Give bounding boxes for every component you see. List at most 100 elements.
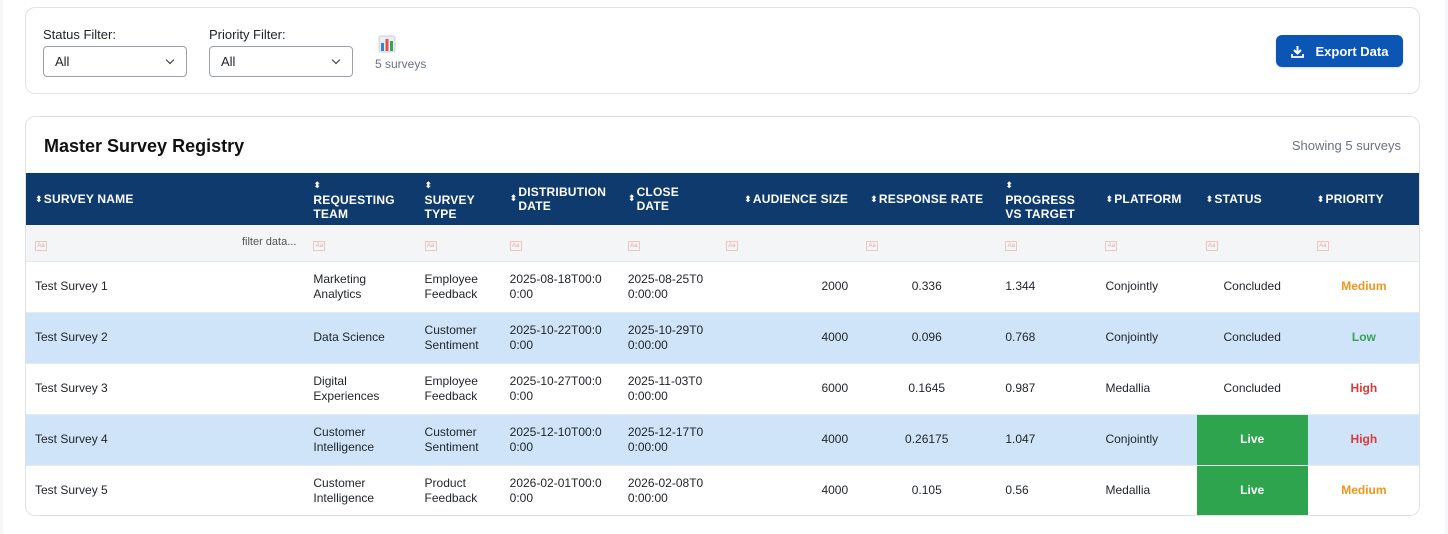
column-filter-distribution-date[interactable]: Aa	[500, 225, 619, 262]
cell-requesting-team: Customer Intelligence	[304, 465, 416, 515]
col-header-progress-vs-target[interactable]: ⬍PROGRESS VS TARGET	[996, 173, 1097, 225]
export-data-label: Export Data	[1315, 43, 1389, 59]
sort-icon: ⬍	[1205, 193, 1214, 204]
cell-response-rate: 0.1645	[857, 363, 997, 415]
column-filter-progress[interactable]: Aa	[996, 225, 1097, 262]
sort-icon: ⬍	[744, 193, 752, 204]
table-row[interactable]: Test Survey 5 Customer Intelligence Prod…	[26, 465, 1419, 515]
filter-card: Status Filter: All Priority Filter: All …	[25, 7, 1420, 94]
col-header-requesting-team[interactable]: ⬍REQUESTING TEAM	[304, 173, 416, 225]
table-row[interactable]: Test Survey 1 Marketing Analytics Employ…	[26, 261, 1419, 313]
cell-response-rate: 0.336	[857, 261, 997, 313]
table-row[interactable]: Test Survey 3 Digital Experiences Employ…	[26, 363, 1419, 415]
cell-status: Concluded	[1196, 261, 1308, 313]
text-filter-icon: Aa	[1316, 240, 1329, 251]
text-filter-icon: Aa	[1005, 240, 1018, 251]
priority-filter-value: All	[221, 54, 236, 69]
cell-response-rate: 0.096	[857, 312, 997, 364]
survey-count: 5 surveys	[375, 35, 435, 71]
cell-platform: Conjointly	[1096, 414, 1197, 466]
cell-priority: High	[1307, 363, 1419, 415]
cell-platform: Medallia	[1096, 465, 1197, 515]
cell-close-date: 2025-11-03T00:00:00	[618, 363, 717, 415]
cell-priority: Low	[1307, 312, 1419, 364]
cell-requesting-team: Customer Intelligence	[304, 414, 416, 466]
cell-survey-type: Employee Feedback	[415, 261, 501, 313]
cell-priority: Medium	[1307, 465, 1419, 515]
cell-audience-size: 2000	[716, 261, 858, 313]
cell-survey-name: Test Survey 3	[26, 363, 305, 415]
cell-audience-size: 6000	[716, 363, 858, 415]
cell-survey-type: Customer Sentiment	[415, 414, 501, 466]
cell-distribution-date: 2025-10-27T00:00:00	[500, 363, 619, 415]
priority-filter-group: Priority Filter: All	[209, 27, 353, 77]
sort-icon: ⬍	[35, 193, 43, 204]
cell-status: Concluded	[1196, 312, 1308, 364]
cell-survey-name: Test Survey 2	[26, 312, 305, 364]
cell-requesting-team: Data Science	[304, 312, 416, 364]
column-filter-priority[interactable]: Aa	[1307, 225, 1419, 262]
column-filter-response-rate[interactable]: Aa	[857, 225, 997, 262]
export-data-button[interactable]: Export Data	[1276, 35, 1403, 67]
col-header-priority[interactable]: ⬍PRIORITY	[1307, 173, 1419, 225]
column-filter-audience-size[interactable]: Aa	[716, 225, 858, 262]
sort-icon: ⬍	[424, 179, 433, 190]
showing-count: Showing 5 surveys	[1291, 138, 1401, 153]
col-header-close-date[interactable]: ⬍CLOSE DATE	[618, 173, 717, 225]
cell-distribution-date: 2026-02-01T00:00:00	[500, 465, 619, 515]
cell-priority: High	[1307, 414, 1419, 466]
col-header-response-rate[interactable]: ⬍RESPONSE RATE	[857, 173, 997, 225]
cell-platform: Conjointly	[1096, 261, 1197, 313]
cell-status: Live	[1196, 465, 1308, 515]
filter-placeholder: filter data...	[241, 236, 297, 248]
column-filter-survey-type[interactable]: Aa	[415, 225, 501, 262]
column-filter-close-date[interactable]: Aa	[618, 225, 717, 262]
cell-survey-type: Customer Sentiment	[415, 312, 501, 364]
text-filter-icon: Aa	[627, 240, 640, 251]
cell-requesting-team: Digital Experiences	[304, 363, 416, 415]
cell-status: Concluded	[1196, 363, 1308, 415]
text-filter-icon: Aa	[725, 240, 738, 251]
column-filter-requesting-team[interactable]: Aa	[304, 225, 416, 262]
text-filter-icon: Aa	[35, 240, 47, 251]
column-filter-status[interactable]: Aa	[1196, 225, 1308, 262]
sort-icon: ⬍	[313, 179, 322, 190]
text-filter-icon: Aa	[424, 240, 437, 251]
table-row[interactable]: Test Survey 4 Customer Intelligence Cust…	[26, 414, 1419, 466]
table-row[interactable]: Test Survey 2 Data Science Customer Sent…	[26, 312, 1419, 364]
survey-table: ⬍SURVEY NAME ⬍REQUESTING TEAM ⬍SURVEY TY…	[26, 173, 1419, 515]
bar-chart-icon	[378, 35, 396, 53]
cell-progress: 0.56	[996, 465, 1097, 515]
cell-audience-size: 4000	[716, 312, 858, 364]
registry-title: Master Survey Registry	[44, 136, 245, 156]
cell-progress: 0.768	[996, 312, 1097, 364]
sort-icon: ⬍	[627, 193, 636, 204]
col-header-audience-size[interactable]: ⬍AUDIENCE SIZE	[716, 173, 858, 225]
column-filter-survey-name[interactable]: Aa filter data...	[26, 225, 305, 262]
sort-icon: ⬍	[870, 193, 878, 204]
cell-requesting-team: Marketing Analytics	[304, 261, 416, 313]
cell-platform: Medallia	[1096, 363, 1197, 415]
text-filter-icon: Aa	[1105, 240, 1118, 251]
sort-icon: ⬍	[509, 193, 518, 204]
col-header-survey-type[interactable]: ⬍SURVEY TYPE	[415, 173, 501, 225]
col-header-survey-name[interactable]: ⬍SURVEY NAME	[26, 173, 305, 225]
cell-audience-size: 4000	[716, 414, 858, 466]
column-filter-platform[interactable]: Aa	[1096, 225, 1197, 262]
chevron-down-icon	[331, 55, 341, 65]
sort-icon: ⬍	[1005, 179, 1014, 190]
sort-icon: ⬍	[1316, 193, 1325, 204]
download-icon	[1290, 45, 1304, 58]
cell-survey-name: Test Survey 1	[26, 261, 305, 313]
status-filter-select[interactable]: All	[43, 46, 187, 77]
col-header-platform[interactable]: ⬍PLATFORM	[1096, 173, 1197, 225]
cell-survey-name: Test Survey 5	[26, 465, 305, 515]
cell-progress: 1.047	[996, 414, 1097, 466]
priority-filter-select[interactable]: All	[209, 46, 353, 77]
cell-priority: Medium	[1307, 261, 1419, 313]
col-header-distribution-date[interactable]: ⬍DISTRIBUTION DATE	[500, 173, 619, 225]
cell-distribution-date: 2025-10-22T00:00:00	[500, 312, 619, 364]
col-header-status[interactable]: ⬍STATUS	[1196, 173, 1308, 225]
status-filter-label: Status Filter:	[43, 27, 116, 42]
cell-platform: Conjointly	[1096, 312, 1197, 364]
